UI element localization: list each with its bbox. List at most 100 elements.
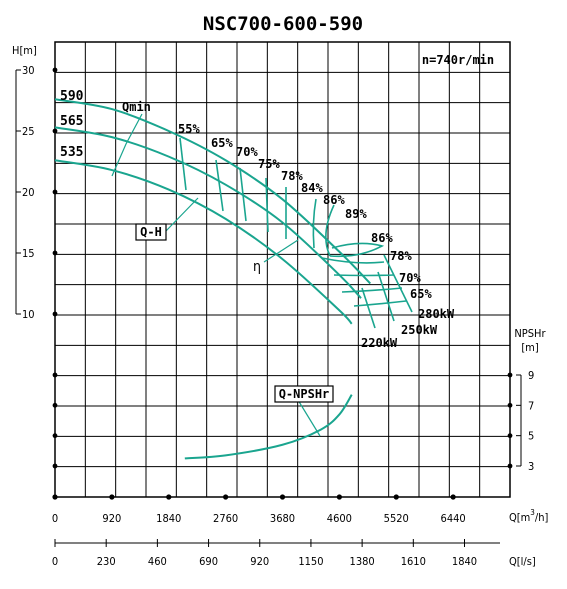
flow-ls-tick-label: 1380 <box>350 555 375 568</box>
efficiency-label-89: 89% <box>345 207 367 221</box>
flow-m3h-tick-dot <box>109 494 115 500</box>
efficiency-label-65: 65% <box>211 136 233 150</box>
efficiency-label-55: 55% <box>178 122 200 136</box>
flow-ls-tick-label: 0 <box>52 555 58 568</box>
flow-m3h-tick-label: 2760 <box>213 512 238 525</box>
head-tick-label: 15 <box>22 247 35 260</box>
npsh-tick-dot-right <box>507 372 513 378</box>
power-line-220 <box>361 287 376 329</box>
head-tick-label: 10 <box>22 308 35 321</box>
qh-label: Q-H <box>140 225 162 239</box>
flow-m3h-tick-dot <box>393 494 399 500</box>
efficiency-label-86: 86% <box>323 193 345 207</box>
power-label-250: 250kW <box>401 323 438 337</box>
flow-ls-tick-label: 690 <box>199 555 218 568</box>
flow-m3h-tick-label: 1840 <box>156 512 181 525</box>
power-line-280 <box>383 254 413 313</box>
head-tick-dot <box>52 128 58 134</box>
head-tick-dot <box>52 311 58 317</box>
flow-ls-tick-label: 230 <box>97 555 116 568</box>
qh-curve-535 <box>54 159 353 325</box>
flow-m3h-tick-label: 6440 <box>441 512 466 525</box>
chart-title: NSC700-600-590 <box>203 13 363 35</box>
qh-label-box <box>135 223 167 241</box>
eta-label: η <box>253 259 261 275</box>
flow-ls-tick-label: 1840 <box>452 555 477 568</box>
head-axis-ticks: 30 25 20 15 10 <box>16 64 58 321</box>
qnpsh-label: Q-NPSHr <box>279 387 330 401</box>
npsh-tick-dot <box>52 433 58 439</box>
efficiency-line-84 <box>312 198 317 249</box>
efficiency-line-86-lower <box>321 257 385 264</box>
efficiency-label-70: 70% <box>236 145 258 159</box>
flow-m3h-axis-ticks: 0 920 1840 2760 3680 4600 5520 6440 <box>52 494 466 525</box>
efficiency-loop-89 <box>329 242 385 258</box>
qnpsh-label-box <box>274 385 334 403</box>
npsh-tick-label: 3 <box>528 460 534 473</box>
npsh-tick-label: 5 <box>528 430 534 443</box>
flow-m3h-tick-dot <box>52 494 58 500</box>
head-tick-dot <box>52 67 58 73</box>
flow-m3h-axis-label: Q[m3/h] <box>509 508 548 524</box>
qh-curve-590 <box>54 98 372 285</box>
efficiency-line-70-lower <box>341 287 403 293</box>
qmin-leader <box>111 113 143 177</box>
npsh-tick-dot <box>52 372 58 378</box>
power-label-280: 280kW <box>418 307 455 321</box>
efficiency-label-65-lower: 65% <box>410 287 432 301</box>
eta-leader <box>263 239 299 263</box>
flow-ls-tick-label: 460 <box>148 555 167 568</box>
head-tick-dot <box>52 189 58 195</box>
flow-m3h-tick-dot <box>336 494 342 500</box>
qnpsh-leader <box>297 399 321 437</box>
flow-m3h-tick-dot <box>223 494 229 500</box>
efficiency-label-70-lower: 70% <box>399 271 421 285</box>
npsh-tick-label: 7 <box>528 399 534 412</box>
flow-m3h-tick-label: 4600 <box>327 512 352 525</box>
npsh-tick-dot-right <box>507 402 513 408</box>
qmin-label: Qmin <box>122 100 151 114</box>
speed-label: n=740r/min <box>422 53 494 67</box>
qh-leader <box>164 197 199 233</box>
npsh-tick-dot <box>52 463 58 469</box>
power-label-220: 220kW <box>361 336 398 350</box>
flow-m3h-tick-label: 0 <box>52 512 58 525</box>
qnpsh-curve <box>184 394 353 460</box>
flow-m3h-tick-dot <box>279 494 286 500</box>
diameter-label-590: 590 <box>60 89 84 104</box>
efficiency-line-86 <box>325 204 335 257</box>
diameter-label-565: 565 <box>60 114 83 129</box>
performance-curves <box>54 98 413 460</box>
npsh-tick-label: 9 <box>528 369 534 382</box>
efficiency-label-86-lower: 86% <box>371 231 393 245</box>
npsh-tick-dot <box>52 402 58 408</box>
flow-m3h-tick-label: 3680 <box>270 512 295 525</box>
efficiency-line-55 <box>179 137 187 191</box>
head-tick-dot <box>52 250 58 256</box>
head-axis-label: H[m] <box>12 44 37 57</box>
npsh-axis-unit: [m] <box>521 341 539 354</box>
npsh-axis-label: NPSHr <box>514 327 546 340</box>
efficiency-label-75: 75% <box>258 157 280 171</box>
flow-ls-axis-label: Q[l/s] <box>509 555 536 568</box>
flow-ls-axis-ticks: 0 230 460 690 920 1150 1380 1610 1840 <box>52 539 477 568</box>
flow-m3h-tick-dot <box>166 494 172 500</box>
power-line-250 <box>377 271 395 322</box>
qh-curve-565 <box>54 126 362 299</box>
flow-ls-tick-label: 920 <box>250 555 269 568</box>
efficiency-label-78: 78% <box>281 169 303 183</box>
flow-ls-tick-label: 1610 <box>401 555 426 568</box>
flow-m3h-tick-label: 920 <box>102 512 121 525</box>
head-tick-label: 25 <box>22 125 35 138</box>
flow-m3h-tick-dot <box>450 494 456 500</box>
diameter-label-535: 535 <box>60 145 83 160</box>
efficiency-label-78-lower: 78% <box>390 249 412 263</box>
flow-ls-tick-label: 1150 <box>298 555 323 568</box>
npsh-tick-dot-right <box>507 463 513 469</box>
efficiency-line-65-lower <box>353 300 407 307</box>
head-tick-label: 30 <box>22 64 35 77</box>
npsh-tick-dot-right <box>507 433 513 439</box>
flow-m3h-tick-label: 5520 <box>384 512 409 525</box>
head-tick-label: 20 <box>22 186 35 199</box>
